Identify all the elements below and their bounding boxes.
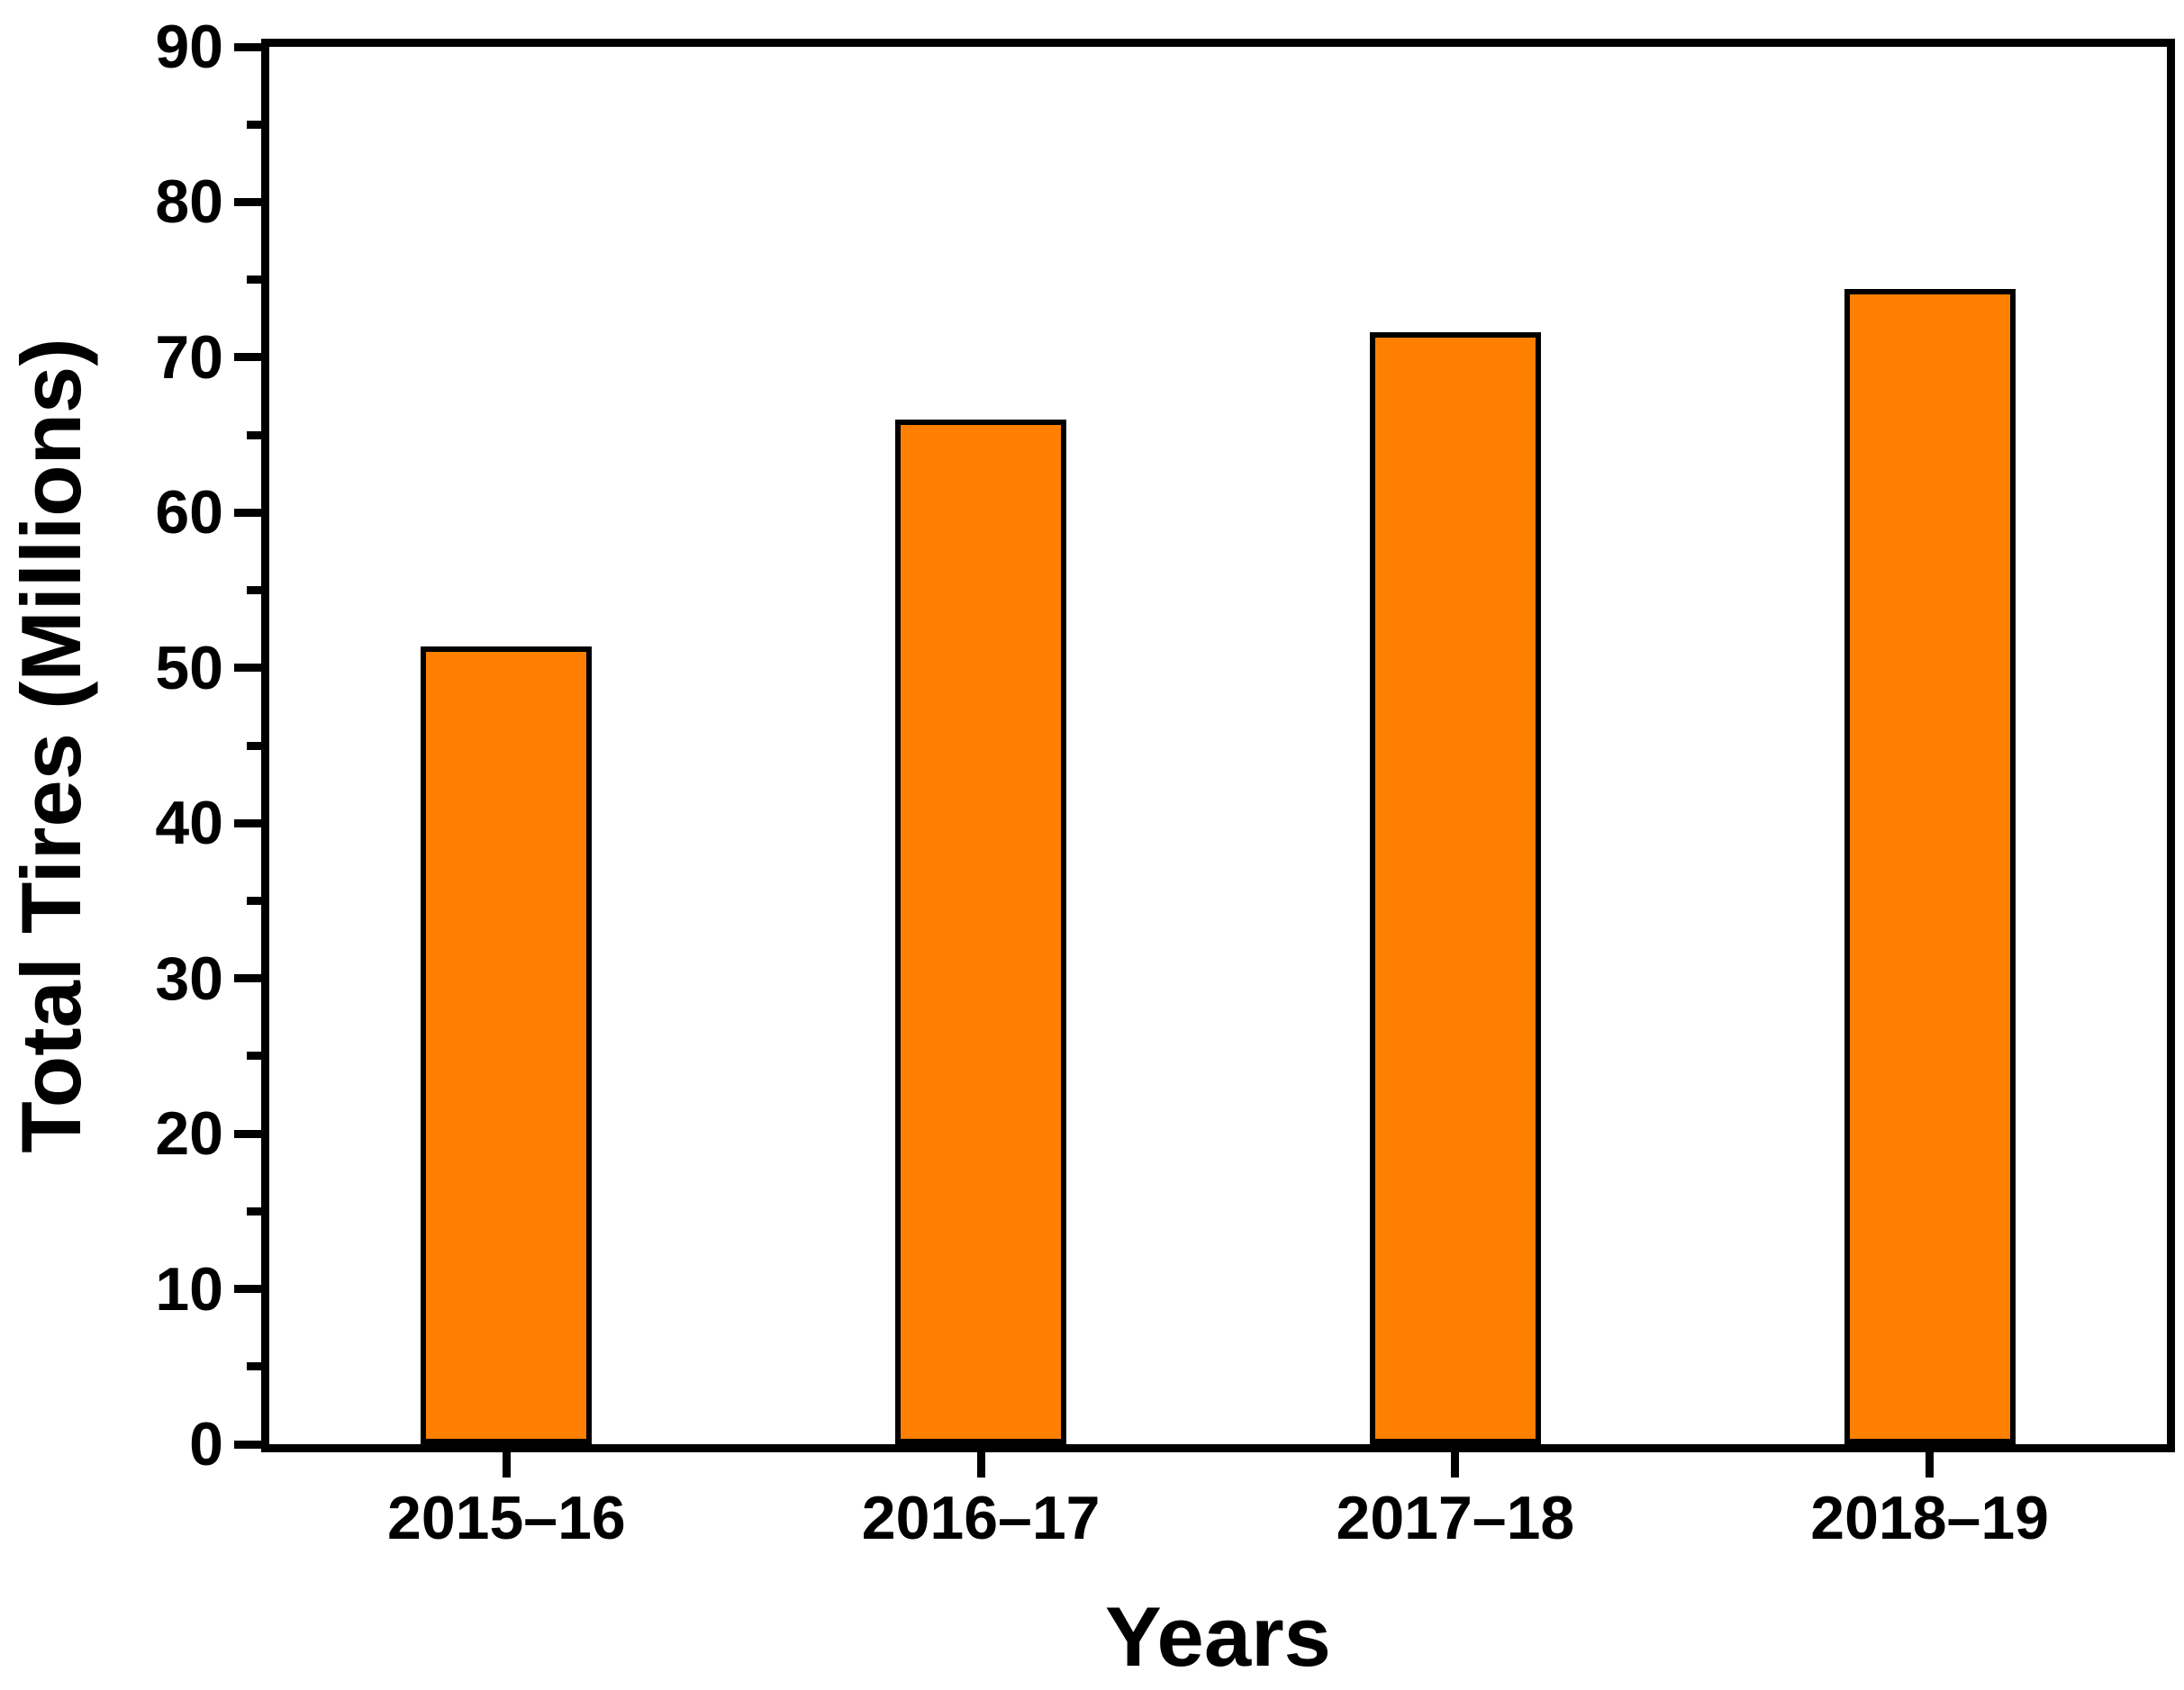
- y-tick-label: 80: [155, 167, 223, 237]
- y-minor-tick: [247, 741, 261, 750]
- x-major-tick: [976, 1452, 985, 1478]
- y-major-tick: [234, 818, 261, 827]
- y-major-tick: [234, 974, 261, 983]
- y-tick-label: 40: [155, 789, 223, 858]
- bar-2016-17: [895, 419, 1067, 1444]
- y-tick-label: 30: [155, 944, 223, 1013]
- y-tick-label: 10: [155, 1254, 223, 1324]
- y-tick-label: 0: [189, 1410, 223, 1478]
- y-major-tick: [234, 664, 261, 673]
- y-major-tick: [234, 353, 261, 362]
- x-major-tick: [502, 1452, 511, 1478]
- y-minor-tick: [247, 120, 261, 129]
- x-tick-label: 2018–19: [1810, 1484, 2049, 1552]
- x-major-tick: [1451, 1452, 1460, 1478]
- y-major-tick: [234, 1129, 261, 1138]
- y-tick-label: 70: [155, 322, 223, 392]
- bar-2015-16: [421, 646, 593, 1444]
- bar-2018-19: [1844, 289, 2016, 1444]
- bar-2017-18: [1369, 332, 1541, 1444]
- y-minor-tick: [247, 896, 261, 905]
- y-axis-title: Total Tires (Millions): [4, 338, 98, 1153]
- y-tick-label: 90: [155, 13, 223, 81]
- x-tick-label: 2017–18: [1336, 1484, 1575, 1552]
- y-major-tick: [234, 1285, 261, 1294]
- y-minor-tick: [247, 586, 261, 595]
- y-tick-label: 60: [155, 478, 223, 547]
- y-major-tick: [234, 508, 261, 517]
- x-tick-label: 2016–17: [861, 1484, 1101, 1552]
- x-major-tick: [1926, 1452, 1935, 1478]
- y-minor-tick: [247, 1052, 261, 1061]
- y-minor-tick: [247, 430, 261, 439]
- x-tick-label: 2015–16: [387, 1484, 626, 1552]
- y-major-tick: [234, 197, 261, 206]
- x-axis-title: Years: [1105, 1589, 1331, 1684]
- y-minor-tick: [247, 1206, 261, 1216]
- y-minor-tick: [247, 1362, 261, 1371]
- y-minor-tick: [247, 276, 261, 285]
- y-major-tick: [234, 42, 261, 51]
- y-major-tick: [234, 1440, 261, 1449]
- y-tick-label: 50: [155, 633, 223, 702]
- y-tick-label: 20: [155, 1099, 223, 1169]
